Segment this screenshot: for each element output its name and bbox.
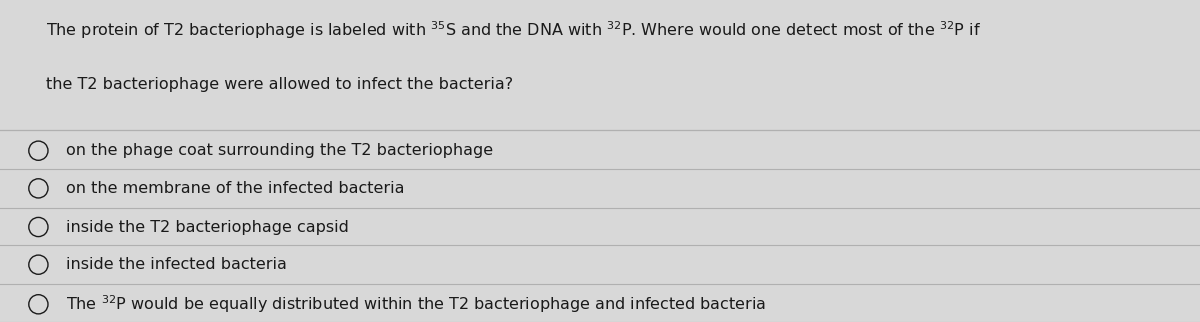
Text: on the phage coat surrounding the T2 bacteriophage: on the phage coat surrounding the T2 bac…	[66, 143, 493, 158]
Text: inside the infected bacteria: inside the infected bacteria	[66, 257, 287, 272]
Text: The protein of T2 bacteriophage is labeled with $^{35}$S and the DNA with $^{32}: The protein of T2 bacteriophage is label…	[46, 19, 980, 41]
Text: the T2 bacteriophage were allowed to infect the bacteria?: the T2 bacteriophage were allowed to inf…	[46, 77, 512, 92]
Text: The $^{32}$P would be equally distributed within the T2 bacteriophage and infect: The $^{32}$P would be equally distribute…	[66, 293, 766, 315]
Text: inside the T2 bacteriophage capsid: inside the T2 bacteriophage capsid	[66, 220, 349, 234]
Text: on the membrane of the infected bacteria: on the membrane of the infected bacteria	[66, 181, 404, 196]
